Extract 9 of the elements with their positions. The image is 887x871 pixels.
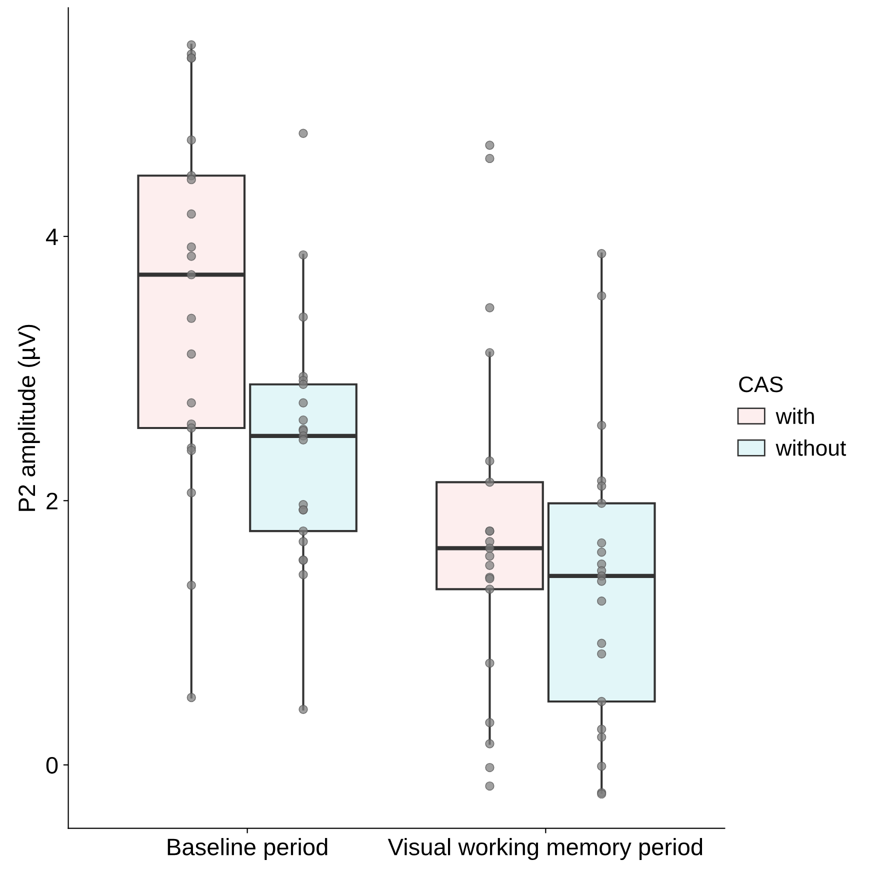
legend-label: with [776, 408, 814, 424]
y-tick-label: 2 [46, 492, 58, 510]
x-tick-label: Visual working memory period [388, 838, 702, 860]
legend-title: CAS [739, 376, 783, 392]
y-tick-label: 0 [46, 756, 58, 774]
x-tick-label: Baseline period [168, 838, 328, 860]
y-axis-title: P2 amplitude (µV) [18, 324, 40, 511]
y-tick-label: 4 [46, 228, 58, 245]
legend-label: without [776, 440, 846, 456]
